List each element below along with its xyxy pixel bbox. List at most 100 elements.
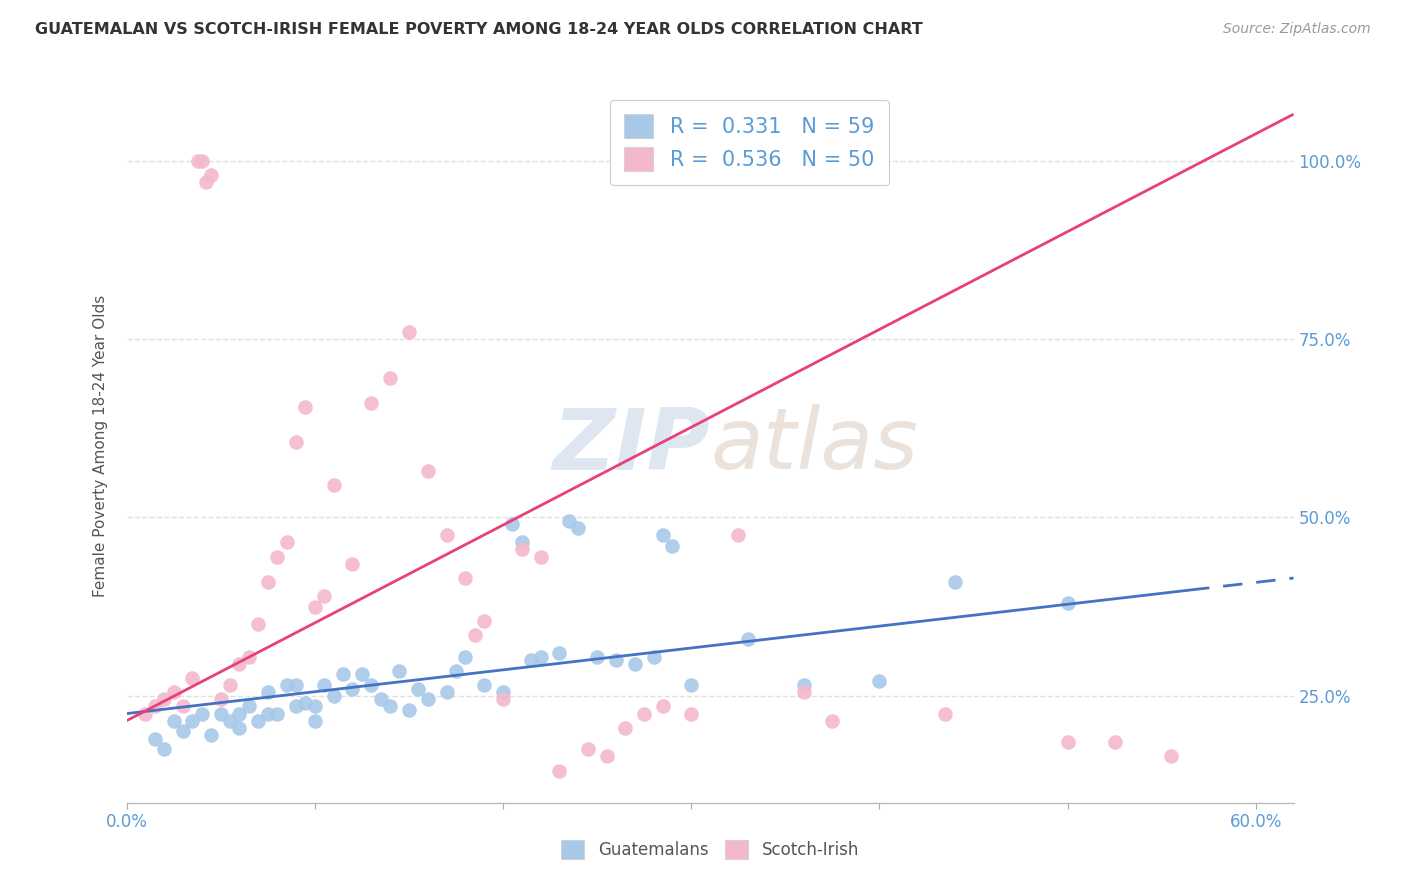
- Point: [934, 706, 956, 721]
- Point: [436, 528, 458, 542]
- Point: [416, 464, 439, 478]
- Point: [548, 646, 571, 660]
- Point: [256, 685, 278, 699]
- Point: [370, 692, 392, 706]
- Point: [378, 699, 401, 714]
- Point: [398, 703, 420, 717]
- Point: [228, 657, 250, 671]
- Point: [247, 714, 270, 728]
- Point: [266, 706, 288, 721]
- Point: [191, 153, 214, 168]
- Point: [436, 685, 458, 699]
- Point: [294, 696, 316, 710]
- Point: [530, 649, 553, 664]
- Text: atlas: atlas: [710, 404, 918, 488]
- Point: [181, 671, 204, 685]
- Point: [586, 649, 609, 664]
- Point: [266, 549, 288, 564]
- Point: [444, 664, 467, 678]
- Point: [595, 749, 617, 764]
- Point: [643, 649, 665, 664]
- Point: [576, 742, 599, 756]
- Text: ZIP: ZIP: [553, 404, 710, 488]
- Text: Source: ZipAtlas.com: Source: ZipAtlas.com: [1223, 22, 1371, 37]
- Point: [699, 849, 721, 863]
- Point: [605, 653, 627, 667]
- Point: [548, 764, 571, 778]
- Point: [200, 168, 222, 182]
- Point: [472, 678, 495, 692]
- Legend: Guatemalans, Scotch-Irish: Guatemalans, Scotch-Irish: [554, 833, 866, 866]
- Point: [416, 692, 439, 706]
- Point: [228, 706, 250, 721]
- Point: [276, 678, 298, 692]
- Point: [322, 478, 344, 492]
- Point: [332, 667, 354, 681]
- Point: [510, 542, 533, 557]
- Point: [793, 678, 815, 692]
- Point: [284, 435, 307, 450]
- Point: [1104, 735, 1126, 749]
- Point: [342, 681, 364, 696]
- Point: [314, 589, 336, 603]
- Point: [408, 681, 430, 696]
- Point: [256, 706, 278, 721]
- Point: [1160, 749, 1182, 764]
- Point: [153, 742, 176, 756]
- Point: [191, 706, 214, 721]
- Point: [219, 714, 242, 728]
- Point: [472, 614, 495, 628]
- Point: [737, 632, 759, 646]
- Point: [294, 400, 316, 414]
- Point: [322, 689, 344, 703]
- Point: [388, 664, 411, 678]
- Point: [464, 628, 486, 642]
- Point: [194, 175, 217, 189]
- Point: [492, 692, 515, 706]
- Point: [284, 678, 307, 692]
- Point: [228, 721, 250, 735]
- Point: [238, 699, 260, 714]
- Point: [314, 678, 336, 692]
- Point: [378, 371, 401, 385]
- Point: [520, 653, 543, 667]
- Point: [501, 517, 523, 532]
- Point: [567, 521, 589, 535]
- Point: [868, 153, 890, 168]
- Point: [247, 617, 270, 632]
- Point: [454, 571, 477, 585]
- Point: [187, 153, 209, 168]
- Point: [219, 678, 242, 692]
- Point: [510, 535, 533, 549]
- Point: [681, 706, 703, 721]
- Point: [209, 692, 232, 706]
- Point: [661, 539, 683, 553]
- Point: [284, 699, 307, 714]
- Point: [304, 714, 326, 728]
- Point: [143, 731, 166, 746]
- Point: [793, 685, 815, 699]
- Point: [143, 699, 166, 714]
- Point: [342, 557, 364, 571]
- Point: [868, 674, 890, 689]
- Point: [172, 699, 194, 714]
- Point: [276, 535, 298, 549]
- Point: [652, 699, 675, 714]
- Point: [360, 396, 382, 410]
- Point: [209, 706, 232, 721]
- Point: [454, 649, 477, 664]
- Point: [633, 706, 655, 721]
- Point: [172, 724, 194, 739]
- Y-axis label: Female Poverty Among 18-24 Year Olds: Female Poverty Among 18-24 Year Olds: [93, 295, 108, 597]
- Point: [238, 649, 260, 664]
- Point: [304, 599, 326, 614]
- Point: [134, 706, 156, 721]
- Point: [1056, 735, 1078, 749]
- Point: [360, 678, 382, 692]
- Point: [652, 528, 675, 542]
- Point: [181, 714, 204, 728]
- Point: [821, 714, 844, 728]
- Point: [681, 678, 703, 692]
- Point: [614, 721, 637, 735]
- Point: [256, 574, 278, 589]
